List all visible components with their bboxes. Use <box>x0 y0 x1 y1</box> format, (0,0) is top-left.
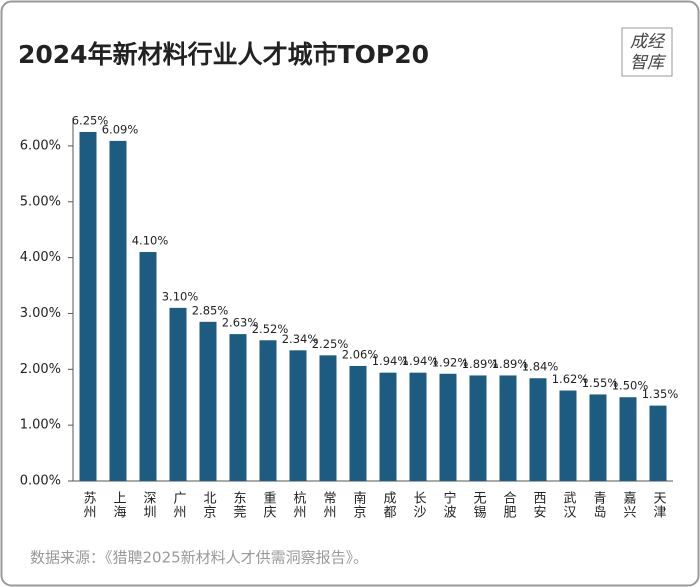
x-tick-label: 西安 <box>531 491 547 519</box>
value-label: 1.94% <box>402 354 439 368</box>
bar <box>199 321 217 481</box>
x-tick-label: 无锡 <box>471 491 487 519</box>
bar <box>409 372 427 481</box>
value-label: 6.25% <box>72 113 109 127</box>
bar <box>469 375 487 481</box>
value-label: 1.84% <box>522 360 559 374</box>
value-label: 4.10% <box>132 234 169 248</box>
bar <box>109 140 127 482</box>
bar <box>169 307 187 481</box>
value-label: 1.89% <box>492 357 529 371</box>
value-label: 2.52% <box>252 322 289 336</box>
bar <box>259 340 277 481</box>
y-tick-label: 5.00% <box>20 194 61 209</box>
logo-box <box>621 27 673 77</box>
y-tick-label: 6.00% <box>20 138 61 153</box>
logo-text: 智库 <box>630 53 667 73</box>
value-label: 6.09% <box>102 122 139 136</box>
x-tick-label: 上海 <box>111 491 127 519</box>
bar <box>559 390 577 481</box>
bar <box>319 355 337 481</box>
x-tick-label: 长沙 <box>411 491 427 519</box>
bar <box>349 365 367 481</box>
x-tick-label: 青岛 <box>591 491 607 519</box>
value-label: 2.25% <box>312 337 349 351</box>
y-tick-label: 3.00% <box>20 306 61 321</box>
x-tick-label: 苏州 <box>81 490 97 519</box>
x-tick-label: 宁波 <box>441 490 457 519</box>
y-tick-label: 4.00% <box>20 250 61 265</box>
value-label: 2.06% <box>342 347 379 361</box>
x-tick-label: 深圳 <box>141 491 157 519</box>
source-note: 数据来源：《猎聘2025新材料人才供需洞察报告》。 <box>30 549 368 567</box>
y-tick-label: 1.00% <box>20 418 61 433</box>
x-tick-label: 北京 <box>201 491 217 519</box>
value-label: 2.85% <box>192 303 229 317</box>
bar <box>139 252 157 481</box>
x-tick-label: 武汉 <box>561 491 577 519</box>
bar <box>289 350 307 481</box>
logo-text: 成经 <box>630 32 666 52</box>
bar <box>589 394 607 481</box>
value-label: 1.62% <box>552 372 589 386</box>
x-tick-label: 广州 <box>171 491 187 519</box>
value-label: 1.50% <box>612 379 649 393</box>
bar <box>229 334 247 481</box>
bar <box>379 372 397 481</box>
value-label: 1.92% <box>432 355 469 369</box>
value-label: 2.34% <box>282 332 319 346</box>
value-label: 2.63% <box>222 316 259 330</box>
value-label: 1.94% <box>372 354 409 368</box>
bar <box>649 405 667 481</box>
chart-title: 2024年新材料行业人才城市TOP20 <box>18 40 429 69</box>
y-tick-label: 2.00% <box>20 362 61 377</box>
bar <box>439 373 457 481</box>
x-tick-label: 重庆 <box>261 490 277 519</box>
bar <box>619 397 637 481</box>
value-label: 1.35% <box>642 387 679 401</box>
bar <box>499 375 517 481</box>
x-tick-label: 常州 <box>321 491 337 519</box>
bar <box>79 131 97 481</box>
bar <box>529 378 547 481</box>
x-tick-label: 天津 <box>651 491 667 519</box>
value-label: 3.10% <box>162 289 199 303</box>
x-tick-label: 东莞 <box>231 491 247 519</box>
x-tick-label: 成都 <box>381 491 397 519</box>
x-tick-label: 嘉兴 <box>621 491 637 519</box>
x-tick-label: 南京 <box>351 490 367 519</box>
value-label: 1.89% <box>462 357 499 371</box>
x-tick-label: 杭州 <box>291 491 307 519</box>
x-tick-label: 合肥 <box>501 491 517 519</box>
y-tick-label: 0.00% <box>20 474 61 489</box>
value-label: 1.55% <box>582 376 619 390</box>
